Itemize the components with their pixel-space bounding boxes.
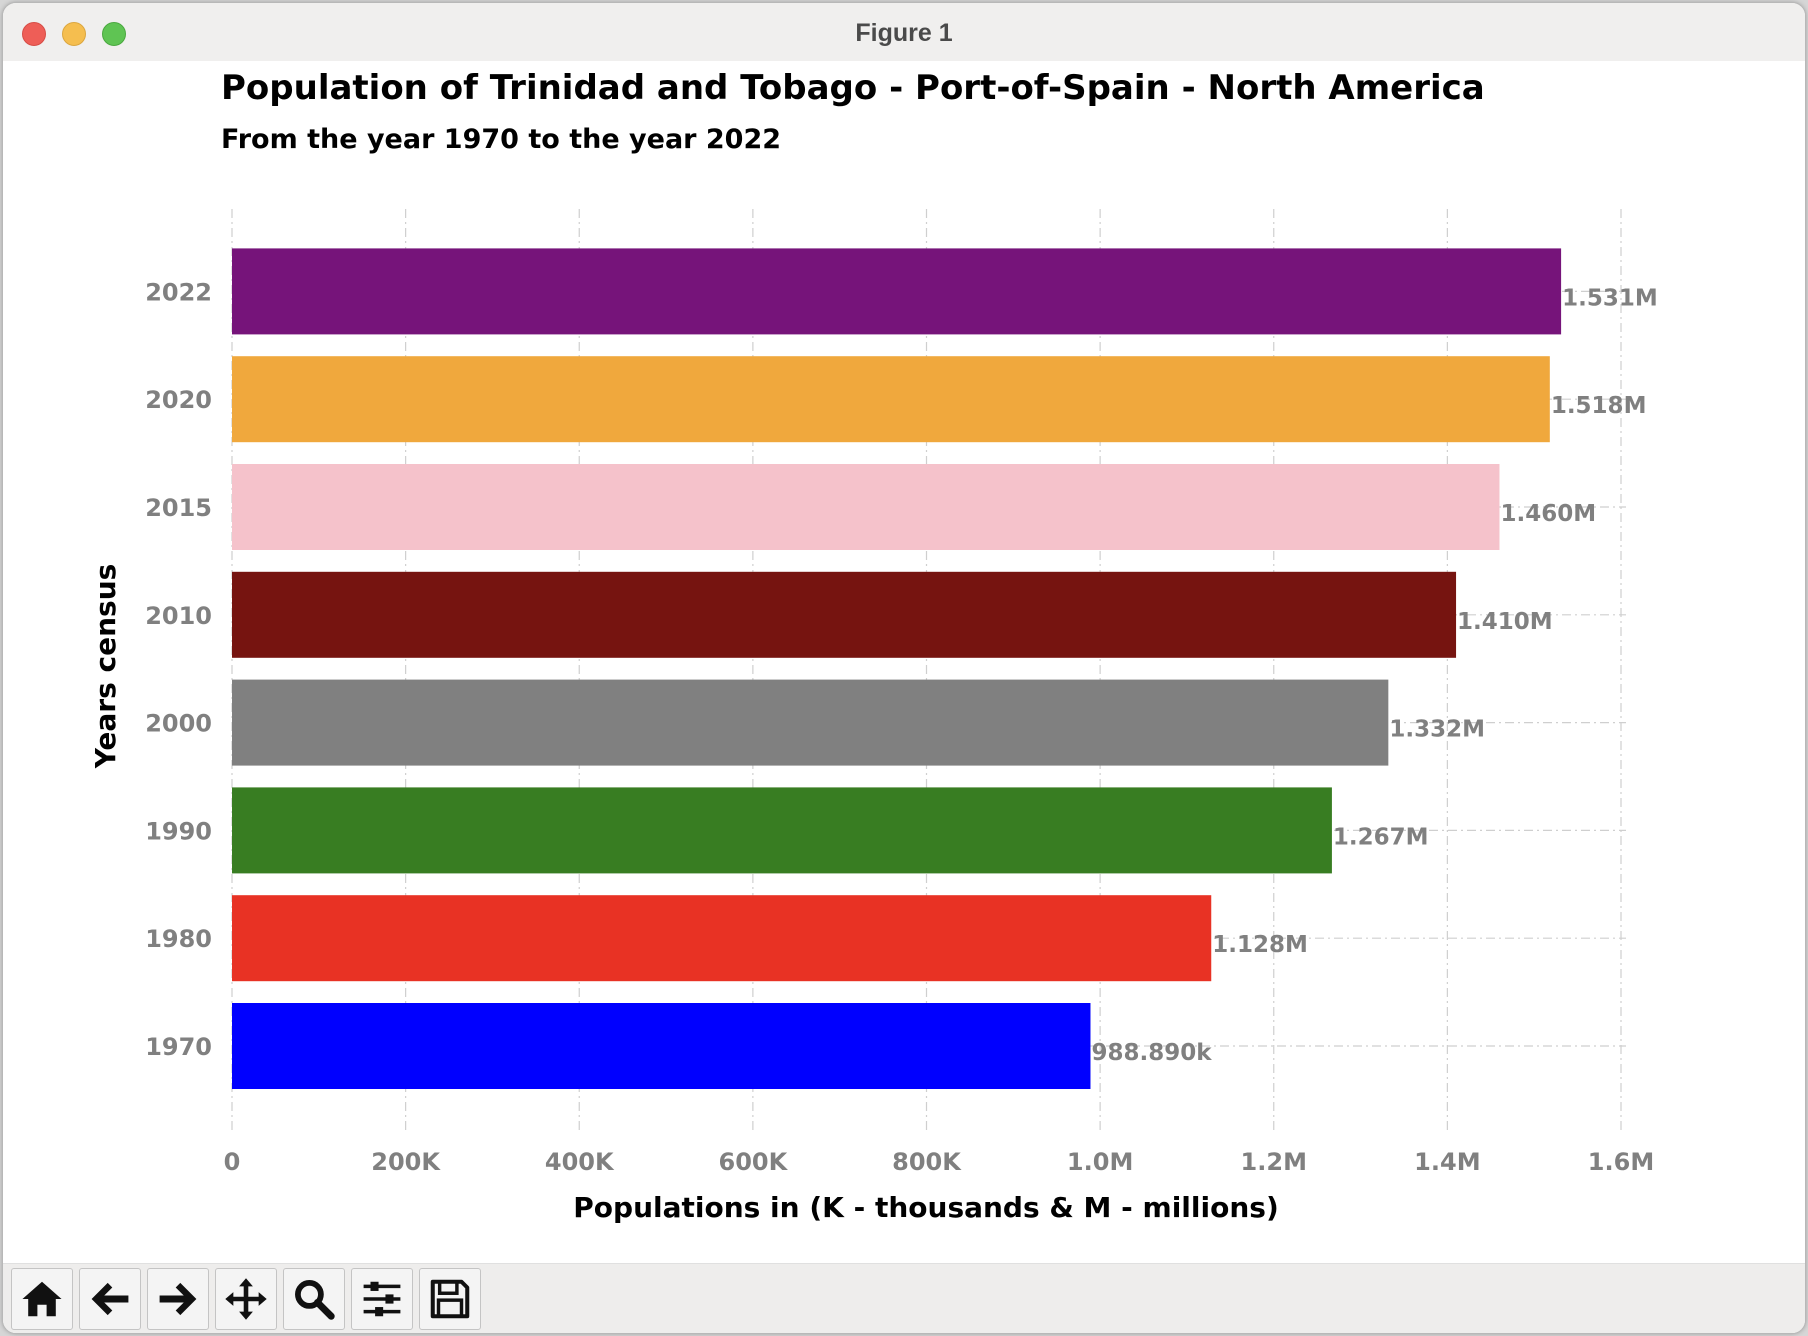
pan-move-icon: [225, 1278, 267, 1320]
plot-canvas: Population of Trinidad and Tobago - Port…: [3, 61, 1805, 1263]
configure-subplots-icon: [363, 1281, 401, 1317]
bar-2022: [232, 248, 1562, 335]
configure-subplots-button[interactable]: [351, 1268, 413, 1330]
x-tick-label: 1.0M: [1067, 1148, 1133, 1176]
x-axis-label: Populations in (K - thousands & M - mill…: [573, 1191, 1278, 1224]
bar-value-label: 1.410M: [1457, 609, 1553, 635]
x-tick-label: 400K: [545, 1148, 615, 1176]
y-axis-label: Years census: [89, 564, 122, 770]
bar-value-label: 1.518M: [1551, 393, 1647, 419]
bar-1990: [232, 787, 1332, 874]
zoom-magnifier-icon: [295, 1280, 335, 1320]
forward-button[interactable]: [147, 1268, 209, 1330]
bar-1980: [232, 895, 1212, 982]
y-tick-label: 2022: [145, 278, 212, 306]
bar-chart: Population of Trinidad and Tobago - Port…: [89, 68, 1658, 1224]
y-tick-label: 2015: [145, 494, 212, 522]
bar-value-label: 1.267M: [1333, 824, 1429, 850]
bar-2010: [232, 571, 1457, 658]
x-tick-label: 0: [224, 1148, 241, 1176]
save-disk-icon: [430, 1279, 470, 1319]
save-button[interactable]: [419, 1268, 481, 1330]
y-tick-label: 1990: [145, 817, 212, 845]
x-tick-label: 1.6M: [1588, 1148, 1654, 1176]
back-button[interactable]: [79, 1268, 141, 1330]
bar-value-label: 1.128M: [1212, 932, 1308, 958]
bar-value-label: 1.460M: [1500, 501, 1596, 527]
x-tick-label: 1.2M: [1241, 1148, 1307, 1176]
bar-2000: [232, 679, 1389, 766]
y-tick-label: 1970: [145, 1033, 212, 1061]
grid-lines: [231, 209, 1626, 1134]
forward-arrow-icon: [159, 1282, 197, 1316]
data-labels: 988.890k 1.128M 1.267M 1.332M 1.410M 1.460M 1.…: [1091, 285, 1657, 1066]
pan-button[interactable]: [215, 1268, 277, 1330]
bar-2020: [232, 356, 1550, 443]
y-tick-label: 2010: [145, 602, 212, 630]
x-axis-ticks: 0 200K 400K 600K 800K 1.0M 1.2M 1.4M 1.6M: [224, 1148, 1655, 1176]
y-tick-label: 2000: [145, 710, 212, 738]
chart-title: Population of Trinidad and Tobago - Port…: [221, 68, 1485, 108]
x-tick-label: 600K: [719, 1148, 789, 1176]
bar-value-label: 1.332M: [1389, 717, 1485, 743]
bars: [232, 248, 1562, 1089]
close-window-button[interactable]: [22, 22, 46, 46]
bar-value-label: 988.890k: [1091, 1040, 1212, 1066]
x-tick-label: 200K: [371, 1148, 441, 1176]
bar-value-label: 1.531M: [1562, 285, 1658, 311]
title-bar: Figure 1: [3, 3, 1805, 62]
window-title: Figure 1: [855, 19, 953, 47]
x-tick-label: 800K: [892, 1148, 962, 1176]
back-arrow-icon: [91, 1282, 129, 1316]
x-tick-label: 1.4M: [1414, 1148, 1480, 1176]
y-tick-label: 2020: [145, 386, 212, 414]
zoom-button[interactable]: [283, 1268, 345, 1330]
bar-1970: [232, 1003, 1091, 1089]
navigation-toolbar: [3, 1263, 1805, 1333]
bar-2015: [232, 464, 1500, 550]
y-axis-ticks: 1970 1980 1990 2000 2010 2015 2020 2022: [145, 278, 212, 1061]
chart-subtitle: From the year 1970 to the year 2022: [221, 124, 781, 155]
minimize-window-button[interactable]: [62, 22, 86, 46]
zoom-window-button[interactable]: [102, 22, 126, 46]
home-icon: [22, 1281, 62, 1317]
home-button[interactable]: [11, 1268, 73, 1330]
y-tick-label: 1980: [145, 925, 212, 953]
